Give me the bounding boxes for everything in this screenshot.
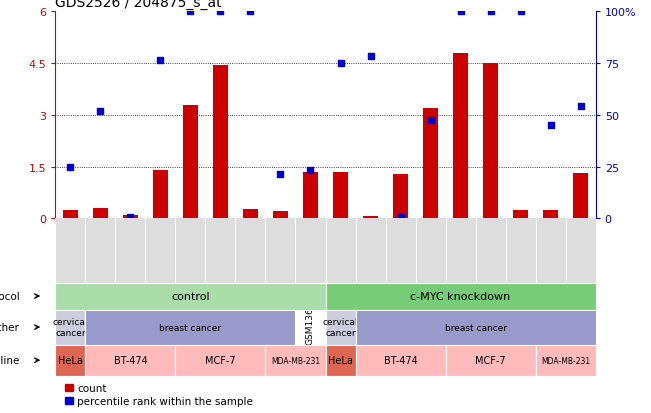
Point (516, 9, 526, 16)
Point (425, 117, 436, 124)
Text: breast cancer: breast cancer (159, 323, 221, 332)
Point (275, 171, 286, 178)
Bar (243, 209, 258, 219)
Bar (183, 105, 198, 219)
Text: BT-474: BT-474 (383, 355, 417, 366)
Point (245, 9, 256, 16)
Bar (123, 216, 138, 219)
Text: cell line: cell line (0, 355, 20, 366)
Text: HeLa: HeLa (328, 355, 353, 366)
Text: MDA-MB-231: MDA-MB-231 (271, 356, 320, 365)
Point (335, 61, 346, 67)
Bar (363, 216, 378, 219)
Text: GDS2526 / 204875_s_at: GDS2526 / 204875_s_at (55, 0, 222, 10)
Point (365, 54, 376, 60)
Text: cervical
cancer: cervical cancer (323, 318, 358, 337)
Text: HeLa: HeLa (58, 355, 83, 366)
Text: c-MYC knockdown: c-MYC knockdown (411, 291, 510, 301)
Bar (423, 109, 438, 219)
Point (546, 123, 556, 129)
Text: MDA-MB-231: MDA-MB-231 (541, 356, 590, 365)
Bar (303, 173, 318, 219)
Bar (333, 173, 348, 219)
Point (155, 57, 165, 64)
Bar (543, 210, 558, 219)
Text: control: control (171, 291, 210, 301)
Legend: count, percentile rank within the sample: count, percentile rank within the sample (61, 379, 257, 410)
Point (456, 9, 466, 16)
Text: other: other (0, 322, 20, 332)
Bar (573, 173, 588, 219)
Bar (453, 54, 468, 219)
Point (395, 214, 406, 221)
Bar (513, 210, 528, 219)
Point (215, 9, 226, 16)
Bar (483, 64, 498, 219)
Text: breast cancer: breast cancer (445, 323, 506, 332)
Text: protocol: protocol (0, 291, 20, 301)
Point (125, 214, 135, 221)
Point (486, 9, 496, 16)
Bar (273, 211, 288, 219)
Text: cervical
cancer: cervical cancer (53, 318, 88, 337)
Text: MCF-7: MCF-7 (205, 355, 236, 366)
Text: MCF-7: MCF-7 (475, 355, 506, 366)
Bar (63, 210, 78, 219)
Point (575, 104, 586, 110)
Point (305, 167, 316, 174)
Text: BT-474: BT-474 (113, 355, 147, 366)
Bar (393, 175, 408, 219)
Point (186, 9, 196, 16)
Bar (93, 209, 108, 219)
Point (95, 109, 105, 116)
Point (65, 164, 76, 171)
Bar (153, 171, 168, 219)
Bar (213, 66, 228, 219)
